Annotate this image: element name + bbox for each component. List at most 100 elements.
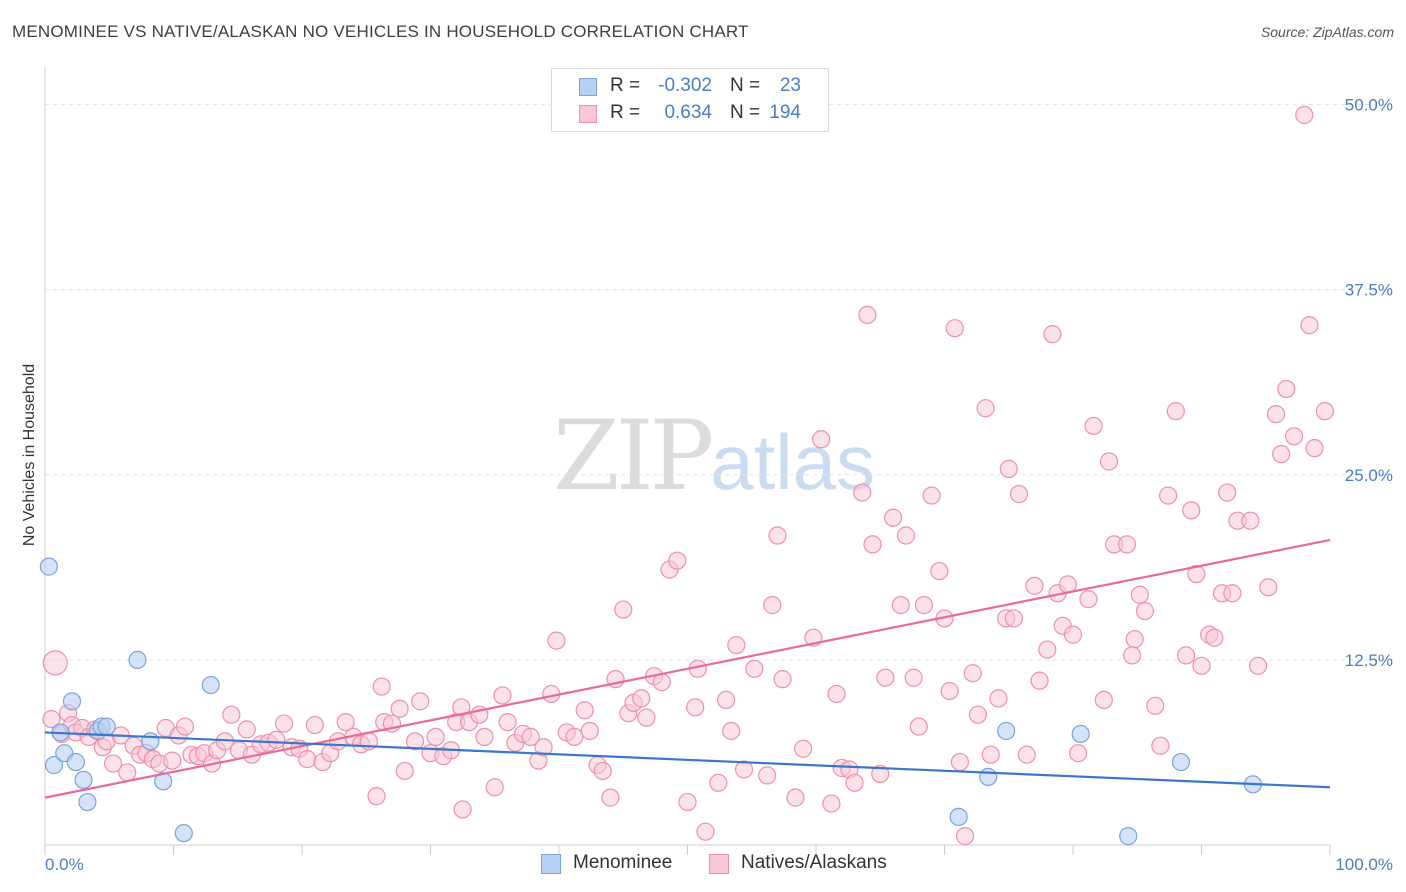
y-tick-label: 50.0%	[1345, 96, 1393, 115]
menominee-point	[141, 732, 160, 751]
natives-swatch	[709, 854, 729, 874]
menominee-point	[128, 650, 147, 670]
natives-point	[1079, 590, 1098, 609]
natives-point	[930, 561, 949, 581]
natives-point	[950, 752, 970, 772]
natives-point	[955, 827, 975, 846]
legend-r-value: 0.634	[664, 102, 712, 123]
menominee-point	[1171, 752, 1191, 772]
natives-point	[274, 714, 294, 733]
legend-n-value: 23	[779, 75, 801, 96]
natives-point	[794, 739, 813, 758]
natives-point	[521, 727, 540, 747]
natives-point	[298, 750, 317, 769]
natives-point	[1223, 584, 1242, 603]
menominee-trend-line	[44, 731, 1331, 789]
natives-point	[1284, 427, 1304, 446]
menominee-point	[78, 792, 97, 812]
natives-point	[763, 596, 782, 615]
natives-point	[845, 773, 864, 792]
natives-point	[118, 763, 137, 782]
natives-label: Natives/Alaskans	[741, 852, 887, 873]
menominee-point	[997, 721, 1016, 741]
natives-point	[1123, 646, 1142, 665]
natives-point	[999, 459, 1018, 478]
natives-points	[42, 105, 1334, 846]
menominee-point	[97, 717, 116, 736]
natives-point	[1182, 501, 1201, 520]
natives-point	[989, 689, 1008, 708]
natives-point	[1117, 535, 1137, 554]
legend-row-natives: R = 0.634 N = 194	[552, 101, 828, 127]
menominee-label: Menominee	[573, 852, 673, 873]
natives-point	[42, 650, 68, 676]
natives-point	[686, 698, 705, 717]
natives-point	[632, 689, 651, 708]
natives-point	[922, 486, 941, 505]
natives-point	[367, 787, 386, 806]
natives-point	[637, 708, 656, 727]
y-axis-title: No Vehicles in Household	[21, 364, 38, 546]
menominee-point	[44, 755, 64, 775]
natives-point	[1300, 316, 1319, 335]
natives-point	[534, 738, 553, 757]
natives-point	[104, 754, 123, 773]
natives-point	[267, 730, 286, 749]
watermark: ZIPatlas	[553, 400, 875, 512]
natives-point	[1084, 416, 1103, 436]
natives-point	[1135, 601, 1155, 621]
natives-point	[1009, 484, 1029, 504]
x-tick-label: 100.0%	[1335, 855, 1393, 874]
menominee-point	[174, 824, 193, 843]
legend-swatch-pink	[579, 105, 597, 123]
natives-point	[863, 535, 882, 554]
natives-point	[453, 800, 472, 819]
natives-point	[1099, 452, 1119, 471]
natives-point	[547, 631, 566, 650]
natives-point	[411, 692, 430, 711]
natives-point	[1295, 105, 1314, 125]
natives-point	[822, 794, 841, 813]
natives-point	[981, 745, 1000, 764]
natives-point	[1004, 609, 1023, 628]
natives-point	[709, 773, 728, 792]
natives-point	[1205, 628, 1224, 647]
natives-point	[871, 764, 890, 784]
watermark-zip: ZIP	[553, 400, 714, 512]
natives-point	[305, 715, 324, 735]
natives-point	[716, 690, 736, 709]
natives-point	[580, 721, 599, 741]
natives-point	[1125, 630, 1144, 649]
legend-r-label: R =	[610, 102, 641, 123]
menominee-point	[74, 770, 93, 789]
natives-point	[1305, 439, 1324, 458]
natives-point	[175, 717, 195, 736]
natives-point	[1025, 576, 1044, 595]
natives-point	[1043, 325, 1062, 344]
natives-point	[1166, 402, 1185, 421]
natives-point	[475, 727, 494, 747]
natives-point	[163, 751, 182, 770]
natives-point	[601, 788, 620, 807]
menominee-point	[62, 692, 82, 711]
legend-row-menominee: R = -0.302 N = 23	[552, 74, 828, 100]
legend-swatch-blue	[579, 78, 597, 96]
y-tick-label: 25.0%	[1345, 466, 1393, 485]
legend-r-value: -0.302	[658, 75, 712, 96]
natives-point	[1259, 578, 1278, 597]
legend-n-label: N =	[730, 75, 761, 96]
natives-point	[773, 670, 792, 689]
menominee-point	[1071, 724, 1090, 744]
axes	[44, 67, 1331, 855]
legend-r-label: R =	[610, 75, 641, 96]
natives-point	[426, 727, 445, 747]
chart-title: MENOMINEE VS NATIVE/ALASKAN NO VEHICLES …	[12, 22, 749, 41]
natives-point	[904, 668, 923, 687]
natives-point	[827, 684, 846, 704]
natives-point	[405, 732, 425, 751]
natives-point	[493, 686, 512, 705]
natives-point	[1017, 745, 1036, 764]
natives-point	[1069, 744, 1088, 763]
natives-point	[696, 822, 715, 841]
